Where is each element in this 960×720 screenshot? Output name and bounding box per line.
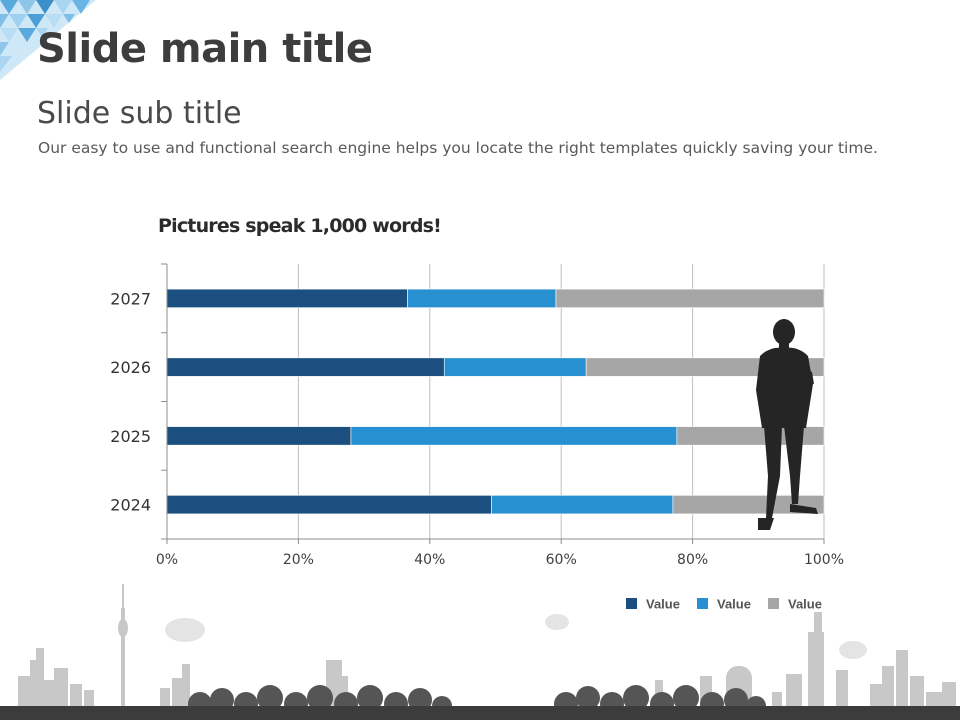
bar-segment (350, 426, 678, 446)
legend-swatch (697, 598, 708, 609)
bar-segment (555, 288, 825, 308)
slide-main-title: Slide main title (37, 26, 373, 72)
y-tick-label: 2025 (110, 427, 151, 446)
legend-label: Value (646, 597, 680, 612)
chart-title: Pictures speak 1,000 words! (158, 215, 442, 237)
bar-segment (166, 288, 408, 308)
corner-triangle-pattern-icon (0, 0, 96, 80)
businessman-silhouette-icon (756, 319, 818, 530)
bar-segment (491, 495, 674, 515)
bar-segment (166, 495, 492, 515)
city-skyline-icon (0, 584, 960, 720)
x-tick-label: 20% (283, 552, 314, 568)
bar-segment (672, 495, 825, 515)
legend-swatch (768, 598, 779, 609)
x-tick-label: 100% (804, 552, 844, 568)
x-tick-label: 60% (546, 552, 577, 568)
bar-segment (166, 426, 352, 446)
legend-label: Value (788, 597, 822, 612)
stacked-bar-chart: 0% 20% 40% 60% 80% 100% 2027 2026 2025 2024 Value V… (110, 263, 844, 612)
legend-label: Value (717, 597, 751, 612)
y-tick-label: 2026 (110, 358, 151, 377)
slide-sub-title: Slide sub title (37, 96, 242, 131)
bar-segment (166, 357, 445, 377)
legend-swatch (626, 598, 637, 609)
bar-segment (443, 357, 587, 377)
slide-body-text: Our easy to use and functional search en… (38, 139, 878, 157)
bar-segment (407, 288, 557, 308)
x-tick-label: 40% (414, 552, 445, 568)
x-tick-label: 80% (677, 552, 708, 568)
y-tick-label: 2024 (110, 496, 151, 515)
y-tick-label: 2027 (110, 289, 151, 308)
x-tick-label: 0% (156, 552, 178, 568)
